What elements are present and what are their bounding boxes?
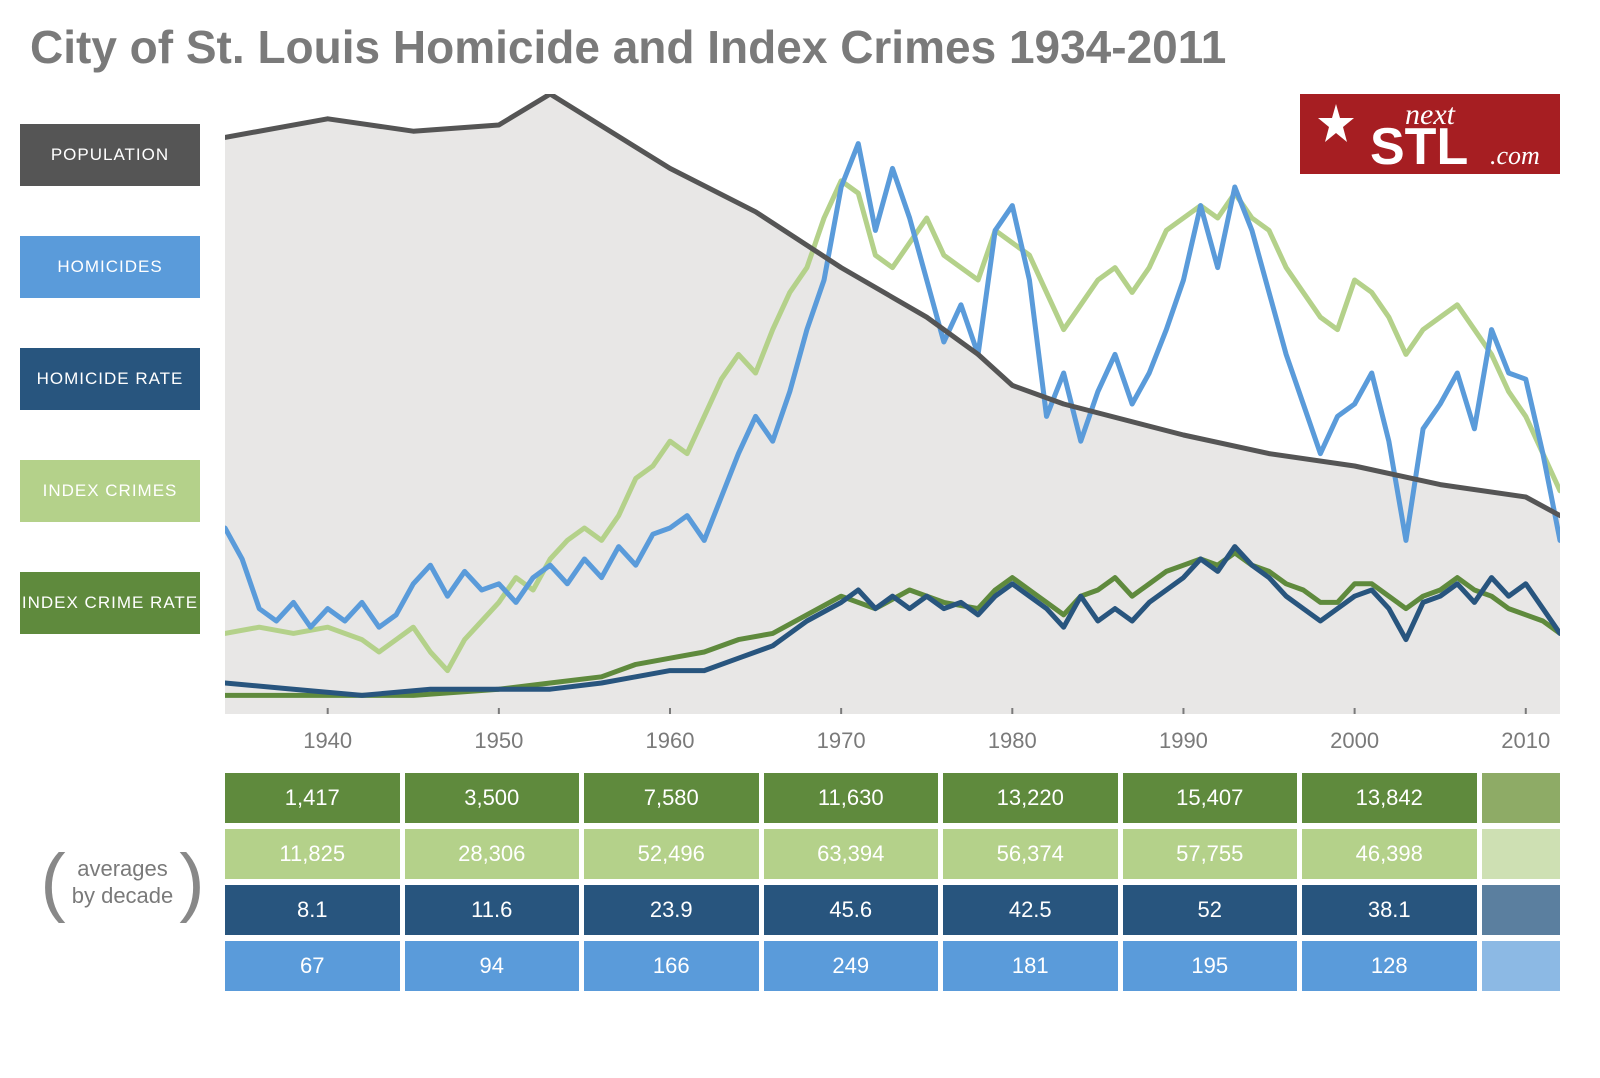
table-row: 11,82528,30652,49663,39456,37457,75546,3… — [225, 829, 1560, 879]
table-cell: 7,580 — [584, 773, 759, 823]
table-cell: 1,417 — [225, 773, 400, 823]
table-cell: 181 — [943, 941, 1118, 991]
table-cell: 52,496 — [584, 829, 759, 879]
table-cell: 46,398 — [1302, 829, 1477, 879]
chart-svg — [225, 94, 1560, 714]
averages-label: ( averages by decade ) — [20, 766, 225, 998]
table-cell-trail — [1482, 941, 1561, 991]
logo-svg: next STL .com — [1300, 94, 1560, 174]
table-cell: 15,407 — [1123, 773, 1298, 823]
table-cell: 45.6 — [764, 885, 939, 935]
table-cell: 38.1 — [1302, 885, 1477, 935]
table-cell: 3,500 — [405, 773, 580, 823]
x-axis: 1940 1950 1960 1970 1980 1990 2000 2010 — [225, 714, 1560, 764]
legend-index-crime-rate: INDEX CRIME RATE — [20, 572, 200, 634]
x-tick-2000: 2000 — [1330, 728, 1379, 754]
table-cell: 52 — [1123, 885, 1298, 935]
averages-label-line1: averages — [77, 856, 168, 881]
table-cell-trail — [1482, 829, 1561, 879]
logo-badge: next STL .com — [1300, 94, 1560, 174]
x-tick-1940: 1940 — [303, 728, 352, 754]
table-cell: 42.5 — [943, 885, 1118, 935]
table-cell: 23.9 — [584, 885, 759, 935]
population-area — [225, 94, 1560, 714]
chart-title: City of St. Louis Homicide and Index Cri… — [30, 20, 1560, 74]
x-tick-1950: 1950 — [474, 728, 523, 754]
averages-table: 1,4173,5007,58011,63013,22015,40713,8421… — [225, 773, 1560, 991]
table-cell-trail — [1482, 885, 1561, 935]
table-row: 1,4173,5007,58011,63013,22015,40713,842 — [225, 773, 1560, 823]
table-cell: 195 — [1123, 941, 1298, 991]
table-cell-trail — [1482, 773, 1561, 823]
legend-index-crimes: INDEX CRIMES — [20, 460, 200, 522]
legend-homicide-rate: HOMICIDE RATE — [20, 348, 200, 410]
averages-label-line2: by decade — [72, 883, 174, 908]
table-cell: 8.1 — [225, 885, 400, 935]
chart-area: next STL .com — [225, 94, 1560, 714]
table-row: 8.111.623.945.642.55238.1 — [225, 885, 1560, 935]
paren-open: ( — [40, 852, 65, 913]
table-cell: 57,755 — [1123, 829, 1298, 879]
legend-homicides: HOMICIDES — [20, 236, 200, 298]
logo-stl: STL — [1370, 118, 1468, 174]
table-cell: 13,220 — [943, 773, 1118, 823]
logo-com: .com — [1490, 141, 1540, 170]
table-cell: 11,630 — [764, 773, 939, 823]
table-cell: 67 — [225, 941, 400, 991]
table-cell: 28,306 — [405, 829, 580, 879]
table-cell: 128 — [1302, 941, 1477, 991]
table-cell: 166 — [584, 941, 759, 991]
table-cell: 11.6 — [405, 885, 580, 935]
table-row: 6794166249181195128 — [225, 941, 1560, 991]
chart-wrap: next STL .com 1940 1950 1960 1970 1980 1990 20… — [225, 94, 1560, 764]
table-cell: 63,394 — [764, 829, 939, 879]
legend-column: POPULATION HOMICIDES HOMICIDE RATE INDEX… — [20, 94, 225, 684]
x-tick-2010: 2010 — [1501, 728, 1550, 754]
table-cell: 56,374 — [943, 829, 1118, 879]
averages-table-wrap: ( averages by decade ) 1,4173,5007,58011… — [20, 766, 1560, 998]
table-cell: 11,825 — [225, 829, 400, 879]
paren-close: ) — [179, 852, 204, 913]
table-cell: 249 — [764, 941, 939, 991]
table-cell: 13,842 — [1302, 773, 1477, 823]
x-tick-1960: 1960 — [646, 728, 695, 754]
x-tick-1970: 1970 — [817, 728, 866, 754]
legend-population: POPULATION — [20, 124, 200, 186]
x-tick-1980: 1980 — [988, 728, 1037, 754]
main-row: POPULATION HOMICIDES HOMICIDE RATE INDEX… — [20, 94, 1560, 764]
table-cell: 94 — [405, 941, 580, 991]
x-tick-1990: 1990 — [1159, 728, 1208, 754]
